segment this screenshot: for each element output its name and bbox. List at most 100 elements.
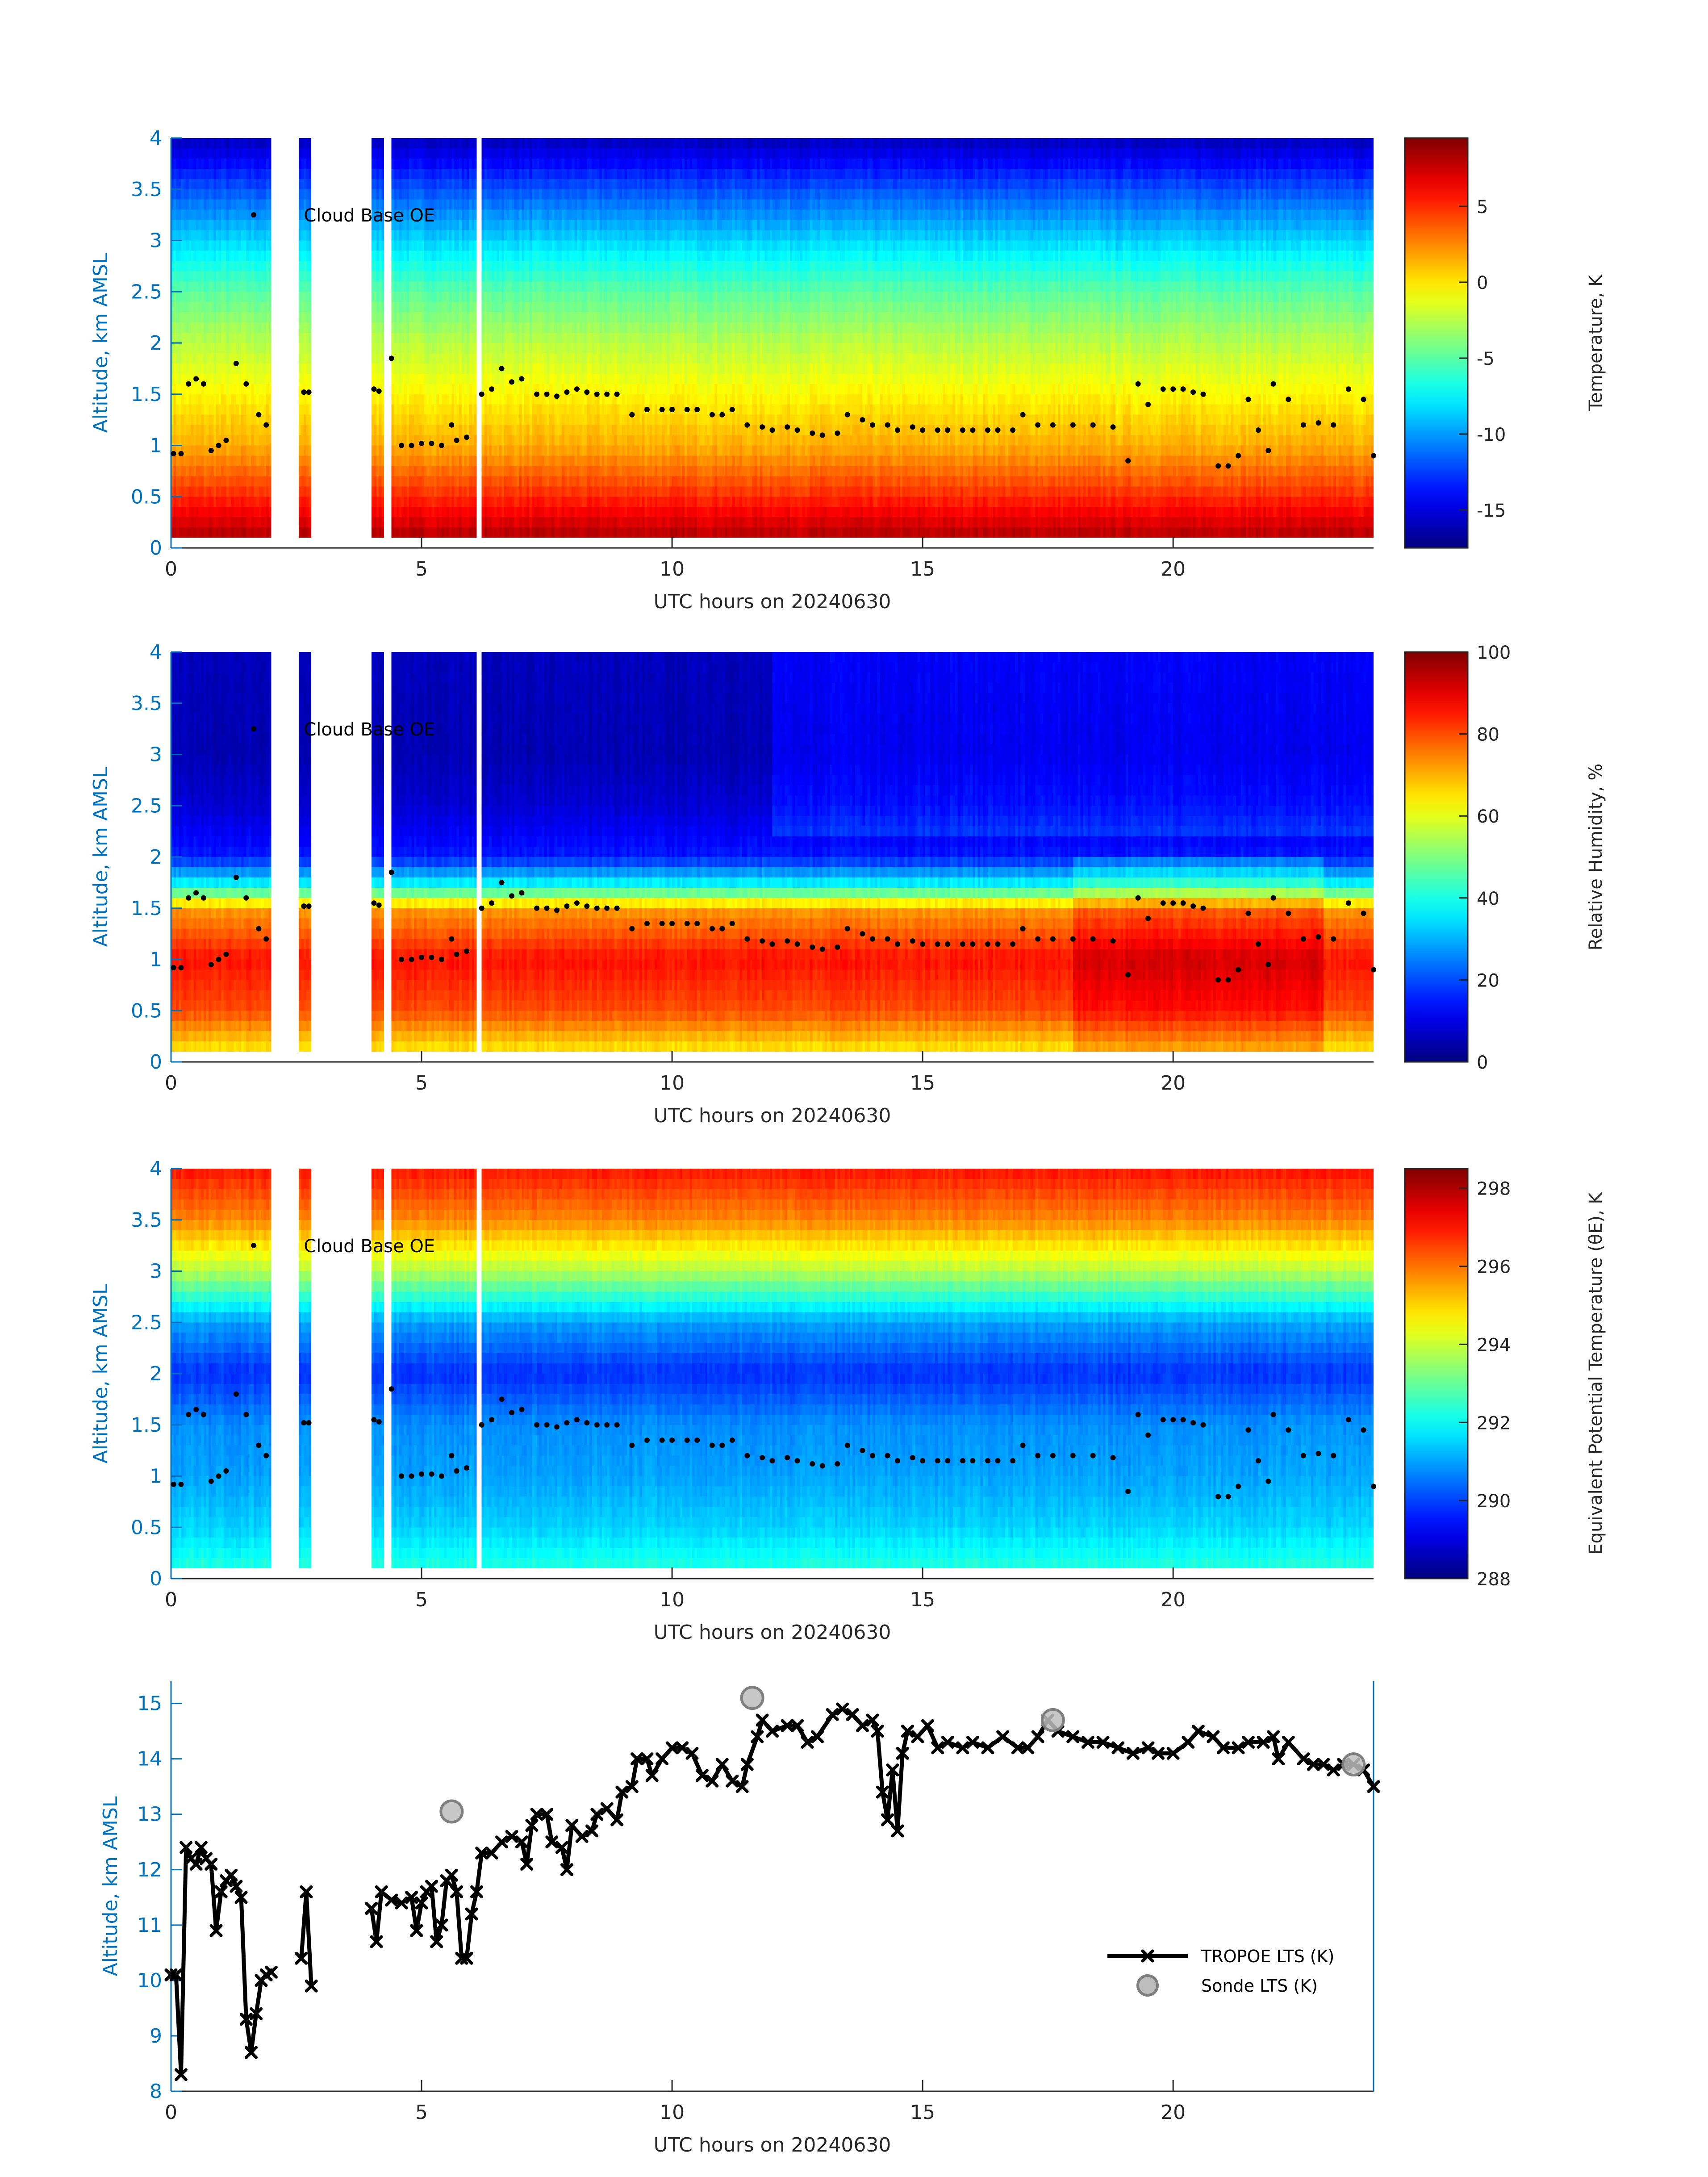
cloud-base-point: [1145, 915, 1151, 921]
cloud-base-point: [193, 890, 199, 896]
cloud-base-point: [644, 407, 650, 413]
tropoe-lts-marker: [891, 1824, 904, 1838]
cloud-base-point: [729, 407, 735, 413]
cloud-base-point: [995, 427, 1001, 433]
cloud-base-point: [1255, 1458, 1261, 1464]
tropoe-lts-marker: [656, 1752, 669, 1766]
cloud-base-point: [1125, 1488, 1131, 1494]
cloud-base-point: [669, 407, 675, 413]
cloud-base-point: [819, 1463, 825, 1469]
cloud-base-point: [574, 900, 580, 906]
cloud-base-point: [1035, 1453, 1041, 1458]
cloud-base-point: [604, 391, 610, 397]
cloud-base-point: [178, 965, 184, 970]
cloud-base-point: [794, 427, 800, 433]
cloud-base-point: [376, 388, 382, 394]
cloud-base-point: [376, 1419, 382, 1425]
cloud-base-point: [519, 376, 525, 382]
tropoe-lts-marker: [781, 1719, 794, 1732]
cloud-base-point: [1190, 389, 1196, 395]
cloud-base-point: [760, 424, 765, 430]
cloud-base-point: [454, 438, 459, 443]
cloud-base-point: [534, 1422, 540, 1428]
colorbar: [1404, 137, 1469, 549]
cloud-base-point: [920, 941, 926, 947]
tropoe-lts-marker: [560, 1863, 573, 1876]
tropoe-lts-marker: [470, 1885, 483, 1898]
y-tick-label: 0: [150, 537, 162, 560]
tropoe-lts-marker: [370, 1935, 383, 1948]
cloud-base-point: [223, 438, 229, 443]
tropoe-lts-marker: [876, 1785, 889, 1799]
x-tick-label: 5: [415, 2101, 428, 2124]
cloud-base-point: [186, 1412, 192, 1417]
x-axis-label: UTC hours on 20240630: [654, 1104, 891, 1127]
cloud-base-point: [584, 389, 590, 395]
y-tick-label: 0.5: [131, 485, 162, 508]
cloud-base-point: [1170, 1417, 1176, 1423]
cloud-base-point: [1371, 453, 1376, 459]
y-axis-label: Altitude, km AMSL: [99, 1796, 122, 1976]
x-tick-label: 10: [660, 1072, 685, 1095]
cloud-base-point: [438, 443, 444, 448]
cloud-base-point: [785, 424, 790, 430]
tropoe-lts-marker: [239, 2013, 253, 2026]
cloud-base-point: [263, 422, 269, 428]
cloud-base-point: [594, 391, 600, 397]
tropoe-lts-marker: [365, 1902, 378, 1915]
cloud-base-point: [1255, 941, 1261, 947]
cloud-base-point: [399, 443, 405, 448]
cloud-base-point: [1200, 391, 1206, 397]
sonde-lts-point: [439, 1799, 464, 1824]
tropoe-lts-marker: [410, 1924, 423, 1937]
tropoe-lts-marker: [751, 1730, 764, 1743]
tropoe-lts-marker: [1081, 1735, 1094, 1749]
tropoe-lts-marker: [615, 1785, 629, 1799]
cloud-base-point: [1300, 422, 1306, 428]
cloud-base-point: [970, 941, 976, 947]
cloud-base-point: [594, 1422, 600, 1428]
tropoe-lts-marker: [886, 1763, 899, 1776]
cloud-base-point: [301, 1420, 307, 1426]
cloud-base-point: [945, 427, 951, 433]
cloud-base-point: [769, 427, 775, 433]
cloud-base-point: [186, 381, 192, 387]
tropoe-lts-marker: [1126, 1747, 1140, 1760]
cloud-base-point: [1110, 938, 1116, 944]
cloud-base-point: [835, 944, 840, 950]
tropoe-lts-marker: [631, 1752, 644, 1766]
cloud-base-point: [970, 1458, 976, 1464]
cloud-base-point: [910, 1455, 915, 1461]
y-tick-label: 4: [150, 641, 162, 664]
colorbar-tick-label: -10: [1477, 425, 1506, 445]
cloud-base-point: [1245, 1427, 1251, 1433]
sonde-lts-series: [439, 1686, 1366, 1824]
x-tick-label: 5: [415, 1072, 428, 1095]
cloud-base-point: [388, 355, 394, 361]
cloud-base-point: [306, 1420, 312, 1426]
cloud-base-point: [1255, 427, 1261, 433]
cloud-base-point: [719, 412, 725, 418]
tropoe-lts-marker: [810, 1730, 824, 1743]
tropoe-lts-marker: [871, 1725, 884, 1738]
cloud-base-point: [960, 941, 965, 947]
tropoe-lts-marker: [1096, 1735, 1110, 1749]
tropoe-lts-marker: [966, 1735, 979, 1749]
cloud-base-point: [1050, 936, 1056, 942]
tropoe-lts-marker: [610, 1813, 624, 1826]
tropoe-lts-marker: [896, 1747, 909, 1760]
cloud-base-point: [419, 1471, 425, 1477]
cloud-base-point: [564, 389, 570, 395]
cloud-base-point: [574, 1417, 580, 1423]
y-tick-label: 1: [150, 435, 162, 457]
cloud-base-point: [644, 1437, 650, 1443]
cloud-base-point: [256, 1442, 262, 1448]
cloud-base-point: [614, 905, 620, 911]
tropoe-lts-marker: [1207, 1730, 1220, 1743]
cloud-base-point: [1190, 903, 1196, 909]
cloud-base-point: [729, 921, 735, 927]
tropoe-lts-marker: [465, 1907, 478, 1921]
cloud-base-point: [409, 443, 414, 448]
cloud-base-point: [594, 905, 600, 911]
